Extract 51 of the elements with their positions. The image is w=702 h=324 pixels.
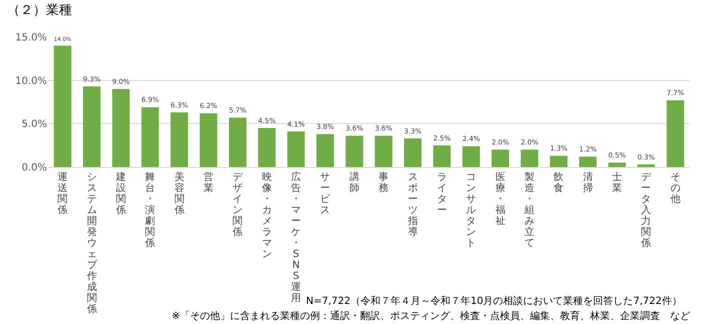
x-tick-label: その他 [670,172,680,205]
x-tick-label: 事務 [378,172,389,194]
y-tick-label: 15.0% [15,32,47,44]
bar [170,112,188,167]
x-tick-label: ライター [436,172,447,216]
x-tick-label: デザイン関係 [232,172,243,238]
bar [666,100,684,167]
bar [200,113,218,167]
bar [550,156,568,167]
bar [608,162,626,167]
x-tick-label: 医療・福祉 [495,172,506,227]
x-tick-label: 舞台・演劇関係 [145,172,156,249]
bar [228,118,246,167]
bar [404,138,422,167]
x-tick-label: コンサルタント [466,172,476,249]
y-tick-label: 0.0% [22,162,47,174]
x-tick-label: 製造・組み立て [524,172,534,249]
x-tick-label: 清掃 [582,172,593,194]
x-tick-label: 士業 [612,172,622,194]
text: ※「その他」に含まれる業種の例：通訳・翻訳、ポスティング、検査・点検員、編集、教育、林業、企業調査 など [172,310,690,323]
category-label: システム開発ウェブ作成関係 [86,172,97,315]
bar [141,107,159,167]
x-tick-label: 運送関係 [58,172,68,216]
text: N=7,722（令和７年４月～令和７年10月の相談において業種を回答した7,722件） [306,294,682,308]
x-tick-label: 飲食 [554,172,564,194]
bar [520,150,538,167]
bar [346,136,364,167]
bar [54,46,72,167]
bar [287,131,305,167]
bar [462,146,480,167]
bar [433,145,451,167]
x-tick-label: データ入力関係 [641,172,652,249]
x-tick-label: サービス [320,172,330,216]
x-tick-label: スポーツ指導 [408,172,418,238]
category-label: 広告・マーケ・SNS運用 [291,172,302,304]
x-tick-label: 映像・カメラマン [262,172,272,260]
bar [316,134,334,167]
y-tick-label: 5.0% [22,119,47,130]
x-tick-label: 営業 [204,172,214,194]
bar [637,164,655,167]
bar [258,128,276,167]
bar [112,89,130,167]
y-tick-label: 10.0% [15,76,47,87]
x-tick-label: 美容関係 [174,172,184,216]
bar [83,86,101,167]
bar [579,156,597,167]
x-tick-label: 講師 [349,172,360,194]
bar [374,136,392,167]
x-tick-label: 建設関係 [116,172,126,216]
chart-title: （２）業種 [7,2,72,18]
bar [492,150,510,167]
